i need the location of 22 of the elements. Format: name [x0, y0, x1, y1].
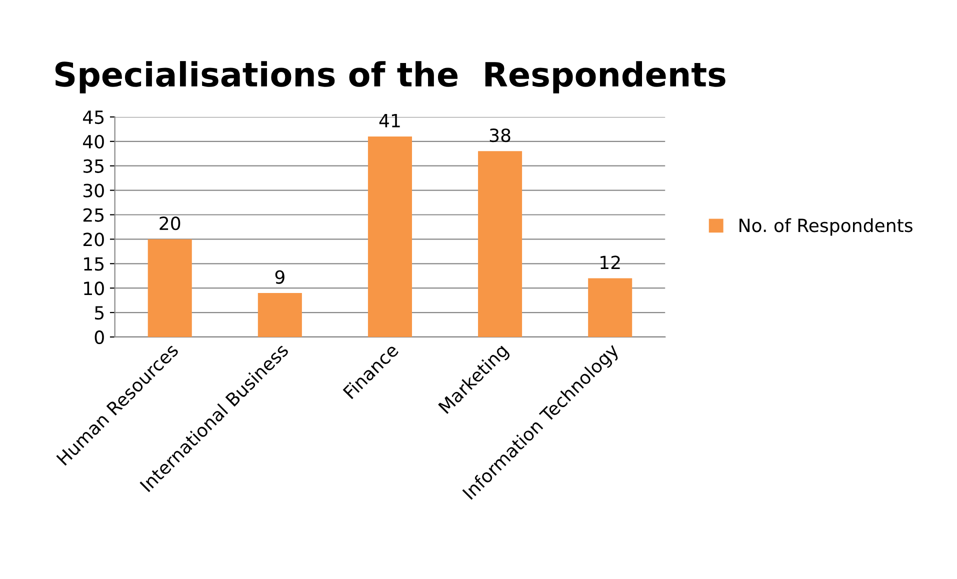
y-tick-label: 0 — [94, 330, 104, 344]
y-tick-label: 30 — [84, 184, 104, 198]
bar — [368, 136, 412, 337]
y-tick-label: 40 — [83, 134, 104, 149]
chart-title: Specialisations of the Respondents — [55, 61, 726, 94]
data-label: 9 — [275, 270, 284, 284]
y-tick-label: 45 — [83, 110, 104, 124]
bar — [148, 239, 192, 337]
data-label: 41 — [379, 114, 400, 128]
data-label: 12 — [600, 256, 620, 269]
bar — [588, 278, 632, 337]
data-label: 20 — [160, 216, 180, 230]
legend-label: No. of Respondents — [740, 218, 912, 236]
bar — [478, 151, 522, 337]
y-tick-label: 25 — [83, 208, 104, 222]
bar — [258, 292, 302, 337]
y-tick-label: 5 — [95, 306, 104, 320]
y-tick-label: 10 — [84, 282, 104, 296]
y-tick-label: 15 — [84, 257, 104, 271]
data-label: 38 — [490, 128, 510, 142]
y-tick-label: 35 — [84, 159, 104, 173]
y-tick-label: 20 — [83, 232, 104, 246]
